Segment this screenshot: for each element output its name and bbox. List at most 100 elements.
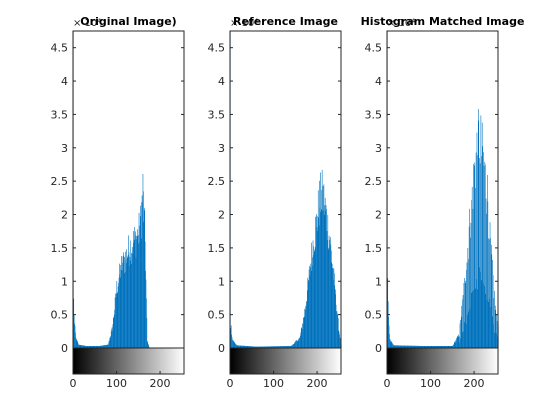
histogram-bar <box>75 337 77 348</box>
histogram-bar <box>446 346 447 348</box>
histogram-bar <box>135 257 137 348</box>
histogram-bar <box>316 227 318 348</box>
histogram-bar <box>76 340 78 348</box>
histogram-bar <box>317 190 319 348</box>
histogram-bar <box>111 327 113 348</box>
histogram-bar <box>73 298 75 348</box>
histogram-bar <box>407 345 409 348</box>
histogram-bar <box>79 344 81 348</box>
histogram-bar <box>328 247 329 348</box>
histogram-bar <box>273 346 275 348</box>
histogram-bar <box>409 345 410 348</box>
histogram-bar <box>487 174 488 348</box>
histogram-bar <box>292 344 293 348</box>
histogram-bar <box>414 345 416 348</box>
histogram-bar <box>315 216 316 348</box>
histogram-bar <box>105 345 107 348</box>
histogram-bar <box>246 346 248 348</box>
histogram-bar <box>143 191 144 348</box>
histogram-bar <box>271 346 273 348</box>
histogram-bar <box>237 345 239 348</box>
histogram-bar <box>90 346 92 348</box>
histogram-bar <box>284 346 286 348</box>
histogram-bar <box>270 346 272 348</box>
histogram-bar <box>463 283 465 348</box>
histogram-bar <box>244 345 245 348</box>
histogram-bar <box>404 345 406 348</box>
histogram-bar <box>405 345 407 348</box>
histogram-bar <box>395 345 397 348</box>
histogram-bar <box>391 342 393 348</box>
histogram-bar <box>435 346 436 348</box>
histogram-bar <box>421 346 423 348</box>
histogram-bar <box>485 198 487 348</box>
histogram-bar <box>76 340 77 348</box>
grayscale-colorbar <box>386 347 499 375</box>
histogram-bar <box>389 333 390 348</box>
histogram-bar <box>83 345 85 348</box>
histogram-bar <box>77 341 78 348</box>
histogram-bar <box>301 329 303 348</box>
histogram-bar <box>395 345 396 348</box>
x-tick-label: 100 <box>420 377 441 390</box>
histogram-bar <box>339 334 340 348</box>
histogram-bar <box>317 231 318 348</box>
histogram-bar <box>237 345 238 348</box>
histogram-bar <box>452 346 453 348</box>
histogram-bar <box>412 345 414 348</box>
histogram-bar <box>497 336 498 348</box>
histogram-bar <box>93 346 94 348</box>
histogram-bar <box>108 340 110 348</box>
histogram-bar <box>303 317 305 348</box>
x-tick-label: 0 <box>384 377 391 390</box>
histogram-bar <box>469 208 470 348</box>
histogram-bar <box>241 345 242 348</box>
y-tick-label: 2.5 <box>208 175 226 188</box>
histogram-bar <box>440 346 441 348</box>
histogram-bar <box>91 346 92 348</box>
histogram-bar <box>130 240 132 348</box>
histogram-bar <box>438 346 439 348</box>
histogram-bar <box>411 345 412 348</box>
histogram-bar <box>132 246 133 348</box>
histogram-bar <box>406 345 407 348</box>
histogram-bar <box>389 339 391 348</box>
y-multiplier-label: × 10⁴ <box>73 18 101 29</box>
histogram-bar <box>432 346 434 348</box>
histogram-bar <box>431 346 432 348</box>
histogram-bar <box>439 346 441 348</box>
histogram-bar <box>132 253 134 348</box>
histogram-bar <box>286 346 287 348</box>
histogram-bar <box>434 346 436 348</box>
histogram-bar <box>259 346 260 348</box>
histogram-bar <box>240 345 242 348</box>
histogram-bar <box>87 346 89 348</box>
histogram-bar <box>92 346 93 348</box>
histogram-bar <box>140 205 141 348</box>
histogram-bar <box>134 235 136 348</box>
histogram-bar <box>450 346 452 348</box>
histogram-bar <box>261 346 262 348</box>
histogram-bar <box>477 155 478 348</box>
histogram-bar <box>272 346 273 348</box>
y-tick-label: 0 <box>375 342 382 355</box>
y-tick-label: 3 <box>61 142 68 155</box>
histogram-bar <box>454 342 455 348</box>
histogram-bar <box>120 277 122 348</box>
histogram-bar <box>256 346 258 348</box>
histogram-bar <box>492 259 493 348</box>
histogram-bar <box>305 305 307 348</box>
histogram-bar <box>470 237 471 348</box>
histogram-bar <box>400 345 402 348</box>
histogram-bar <box>134 227 135 348</box>
histogram-bar <box>86 346 87 348</box>
histogram-bar <box>436 346 438 348</box>
histogram-bar <box>75 332 76 348</box>
histogram-bar <box>458 336 459 348</box>
histogram-bar <box>423 346 425 348</box>
histogram-bar <box>464 277 465 348</box>
histogram-bar <box>87 346 88 348</box>
histogram-bar <box>239 345 240 348</box>
y-tick-label: 0.5 <box>51 309 69 322</box>
histogram-bar <box>461 332 463 348</box>
